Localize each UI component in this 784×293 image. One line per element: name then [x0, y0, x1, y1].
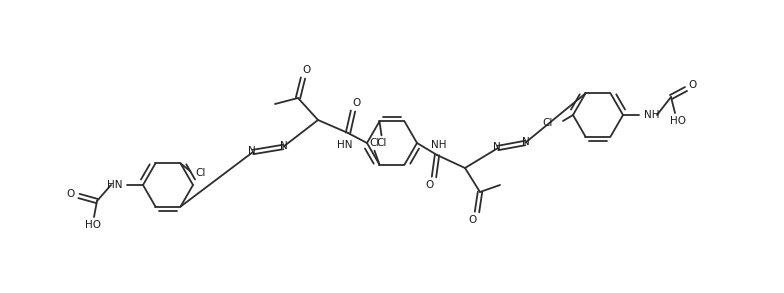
- Text: N: N: [522, 137, 530, 147]
- Text: O: O: [67, 189, 75, 199]
- Text: O: O: [353, 98, 361, 108]
- Text: HO: HO: [670, 116, 686, 126]
- Text: O: O: [689, 80, 697, 90]
- Text: Cl: Cl: [195, 168, 205, 178]
- Text: N: N: [493, 142, 501, 152]
- Text: N: N: [248, 146, 256, 156]
- Text: O: O: [426, 180, 434, 190]
- Text: O: O: [303, 65, 311, 75]
- Text: Cl: Cl: [369, 138, 379, 148]
- Text: HN: HN: [107, 180, 123, 190]
- Text: N: N: [280, 141, 288, 151]
- Text: NH: NH: [644, 110, 659, 120]
- Text: O: O: [469, 215, 477, 225]
- Text: Cl: Cl: [376, 138, 387, 148]
- Text: NH: NH: [431, 140, 447, 150]
- Text: HO: HO: [85, 220, 101, 230]
- Text: HN: HN: [337, 140, 353, 150]
- Text: Cl: Cl: [543, 118, 553, 128]
